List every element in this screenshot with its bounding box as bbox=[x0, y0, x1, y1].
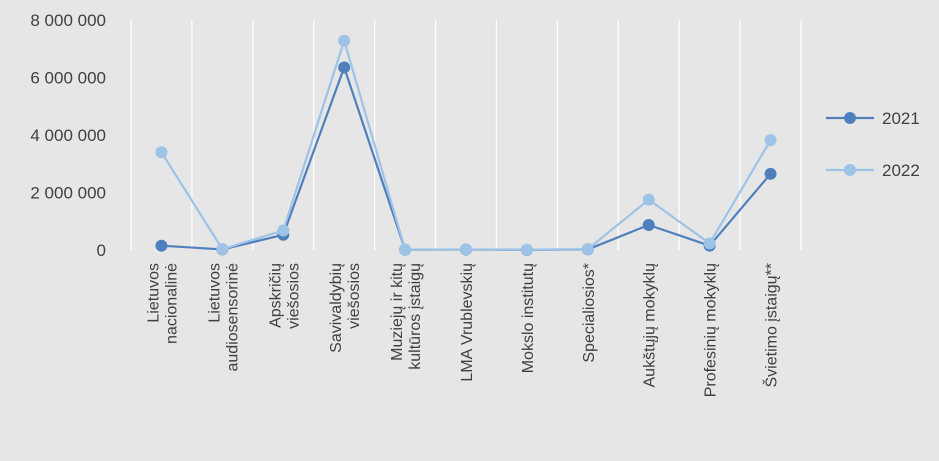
legend-marker-2021 bbox=[844, 112, 856, 124]
x-category-label-line: Savivaldybių bbox=[328, 263, 345, 353]
y-axis: 0 2 000 000 4 000 000 6 000 000 8 000 000 bbox=[30, 11, 106, 260]
x-category-label-line: Mokslo institutų bbox=[520, 263, 537, 373]
legend-label-2022: 2022 bbox=[882, 161, 920, 180]
x-category-label-line: LMA Vrublevskių bbox=[459, 263, 476, 382]
legend-label-2021: 2021 bbox=[882, 109, 920, 128]
y-tick-label: 2 000 000 bbox=[30, 184, 106, 203]
x-axis: Lietuvos nacionalinė Lietuvos audiosensorin… bbox=[145, 263, 780, 397]
data-point-2022 bbox=[277, 224, 290, 237]
x-category-label: Apskričių viešosios bbox=[267, 263, 302, 329]
x-category-label-line: Aukštųjų mokyklų bbox=[642, 263, 659, 388]
x-category-label-line: Profesinių mokyklų bbox=[703, 263, 720, 397]
x-category-label: Specialiosios* bbox=[581, 263, 598, 363]
x-category-label: Profesinių mokyklų bbox=[703, 263, 720, 397]
x-category-label: Savivaldybių viešosios bbox=[328, 263, 363, 353]
data-point-2021 bbox=[764, 167, 777, 180]
data-point-2022 bbox=[703, 237, 716, 250]
data-point-2022 bbox=[216, 243, 229, 256]
x-category-label: LMA Vrublevskių bbox=[459, 263, 476, 382]
x-category-label-line: kultūros įstaigų bbox=[407, 263, 424, 370]
data-point-2021 bbox=[338, 61, 351, 74]
x-category-label-line: Švietimo įstaigų** bbox=[762, 263, 781, 388]
data-point-2022 bbox=[399, 243, 412, 256]
data-point-2021 bbox=[642, 218, 655, 231]
x-category-label-line: Lietuvos bbox=[145, 263, 162, 323]
data-point-2022 bbox=[642, 193, 655, 206]
x-category-label-line: Specialiosios* bbox=[581, 263, 598, 363]
x-category-label-line: Apskričių bbox=[267, 263, 284, 328]
x-category-label: Lietuvos audiosensorinė bbox=[206, 263, 241, 372]
data-point-2022 bbox=[581, 243, 594, 256]
x-category-label-line: viešosios bbox=[285, 263, 302, 329]
x-category-label-line: viešosios bbox=[346, 263, 363, 329]
x-category-label-line: nacionalinė bbox=[163, 263, 180, 344]
data-point-2022 bbox=[764, 134, 777, 147]
x-category-label: Mokslo institutų bbox=[520, 263, 537, 373]
x-category-label: Muziejų ir kitų kultūros įstaigų bbox=[389, 263, 424, 370]
x-category-label-line: Lietuvos bbox=[206, 263, 223, 323]
x-category-label: Švietimo įstaigų** bbox=[762, 263, 781, 388]
y-tick-label: 6 000 000 bbox=[30, 69, 106, 88]
data-point-2021 bbox=[155, 239, 168, 252]
data-point-2022 bbox=[520, 243, 533, 256]
x-category-label-line: Muziejų ir kitų bbox=[389, 263, 406, 361]
series-group bbox=[155, 34, 777, 256]
data-point-2022 bbox=[460, 243, 472, 256]
x-category-label: Aukštųjų mokyklų bbox=[642, 263, 659, 388]
data-point-2022 bbox=[338, 34, 351, 47]
legend: 2021 2022 bbox=[826, 109, 920, 180]
gridlines bbox=[130, 20, 802, 250]
x-category-label: Lietuvos nacionalinė bbox=[145, 263, 180, 344]
data-point-2022 bbox=[155, 146, 168, 159]
x-category-label-line: audiosensorinė bbox=[224, 263, 241, 372]
legend-marker-2022 bbox=[844, 164, 856, 176]
y-tick-label: 4 000 000 bbox=[30, 126, 106, 145]
y-tick-label: 8 000 000 bbox=[30, 11, 106, 30]
y-tick-label: 0 bbox=[97, 241, 106, 260]
